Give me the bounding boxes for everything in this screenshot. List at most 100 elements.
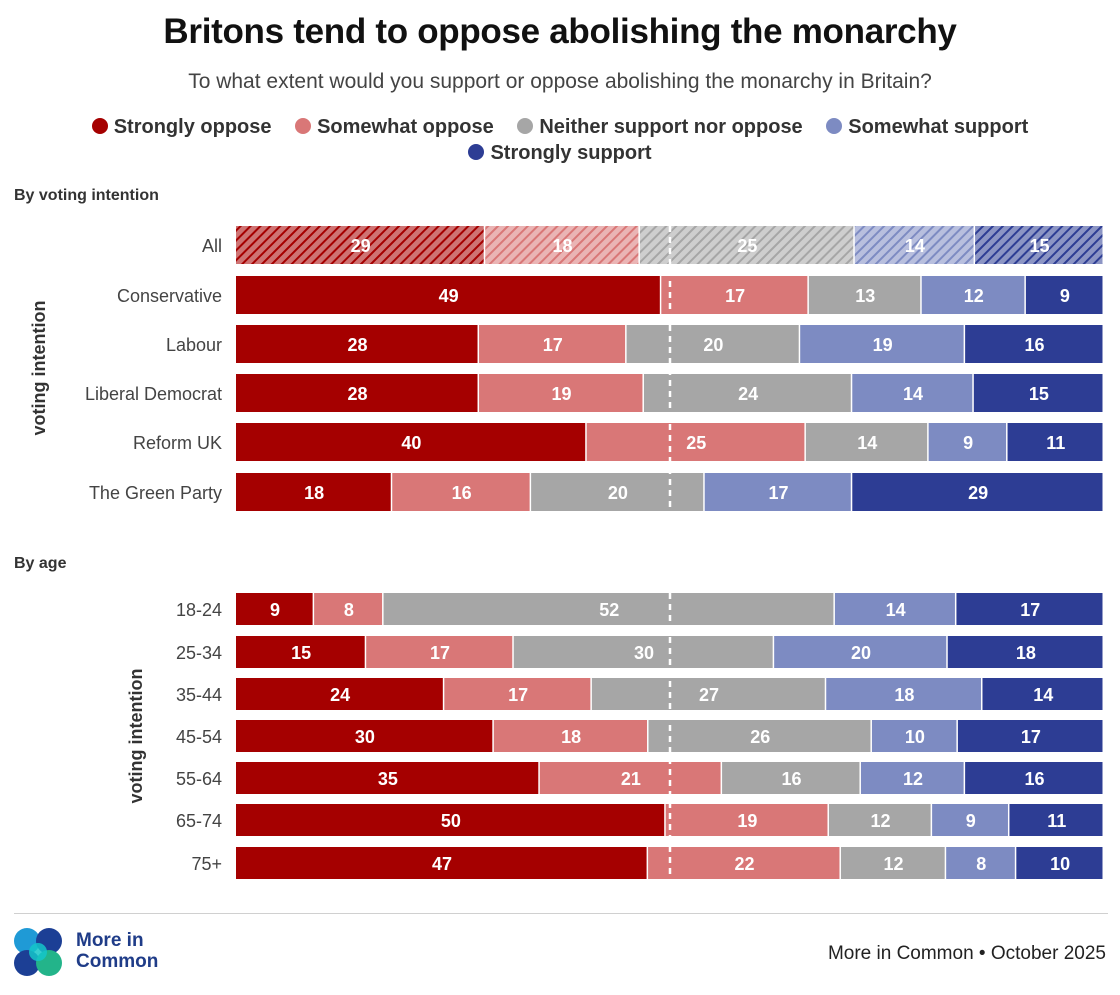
bar-segment xyxy=(586,423,805,461)
y-axis-label: voting intention xyxy=(126,669,146,804)
bar-segment xyxy=(236,678,443,710)
chart-title: Britons tend to oppose abolishing the mo… xyxy=(163,12,957,51)
data-label: 11 xyxy=(1046,433,1065,453)
legend-swatch xyxy=(91,118,108,134)
bar-segment xyxy=(236,804,665,836)
data-label: 16 xyxy=(782,769,802,789)
bar-segment xyxy=(826,678,981,710)
footer-divider xyxy=(14,913,1108,914)
data-label: 30 xyxy=(355,727,375,747)
data-label: 17 xyxy=(725,286,745,306)
bar-segment xyxy=(722,762,860,794)
bar-segment xyxy=(921,276,1025,314)
legend-label: Neither support nor oppose xyxy=(539,116,803,138)
data-label: 50 xyxy=(441,811,461,831)
row-label: 65-74 xyxy=(176,811,222,831)
legend-label: Strongly support xyxy=(490,142,652,164)
data-label: 18 xyxy=(553,236,573,256)
bar-segment xyxy=(383,593,834,625)
data-label: 20 xyxy=(851,643,871,663)
bar-segment xyxy=(366,636,513,668)
data-label: 24 xyxy=(738,384,758,404)
bar-segment xyxy=(834,593,955,625)
legend-swatch xyxy=(468,144,485,160)
source-credit: More in Common • October 2025 xyxy=(827,943,1106,964)
bar-segment xyxy=(591,678,825,710)
bar-segment xyxy=(665,804,828,836)
data-label: 9 xyxy=(270,600,280,620)
bar-segment xyxy=(236,847,647,879)
data-label: 28 xyxy=(348,384,368,404)
bar-segment xyxy=(639,226,854,264)
bar-segment xyxy=(626,325,799,363)
data-label: 20 xyxy=(703,335,723,355)
legend-item-strongly-support: Strongly support xyxy=(468,140,652,166)
bar-segment xyxy=(236,325,478,363)
data-label: 17 xyxy=(543,335,563,355)
data-label: 14 xyxy=(886,600,906,620)
bar-segment xyxy=(661,276,808,314)
logo-line-1: More in xyxy=(76,930,144,951)
section-label-voting: By voting intention xyxy=(14,187,159,204)
data-label: 18 xyxy=(304,483,324,503)
data-label: 24 xyxy=(330,685,350,705)
bar-segment xyxy=(975,226,1103,264)
row-label: Reform UK xyxy=(133,433,222,453)
row-label: 18-24 xyxy=(176,600,222,620)
bar-segment xyxy=(932,804,1008,836)
data-label: 19 xyxy=(737,811,757,831)
data-label: 9 xyxy=(1060,286,1070,306)
data-label: 9 xyxy=(966,811,976,831)
data-label: 25 xyxy=(737,236,757,256)
chart-subtitle: To what extent would you support or oppo… xyxy=(188,70,932,93)
legend-label: Strongly oppose xyxy=(113,116,272,138)
row-label: 55-64 xyxy=(176,769,222,789)
data-label: 18 xyxy=(561,727,581,747)
bar-segment xyxy=(479,374,643,412)
bar-segment xyxy=(236,636,365,668)
bar-segment xyxy=(946,847,1015,879)
data-label: 12 xyxy=(871,811,891,831)
bar-segment xyxy=(479,325,626,363)
legend-swatch xyxy=(517,118,534,134)
data-label: 8 xyxy=(976,854,986,874)
bar-segment xyxy=(965,325,1103,363)
bar-segment xyxy=(648,847,840,879)
data-label: 21 xyxy=(621,769,641,789)
bar-segment xyxy=(854,226,974,264)
bar-segment xyxy=(236,593,313,625)
bar-segment xyxy=(1016,847,1103,879)
bar-segment xyxy=(704,473,851,511)
row-label: 75+ xyxy=(191,854,222,874)
logo-wordmark: More in Common xyxy=(76,930,206,972)
legend: Strongly oppose Somewhat oppose Neither … xyxy=(40,114,1080,166)
data-label: 15 xyxy=(1030,236,1050,256)
row-label: 25-34 xyxy=(176,643,222,663)
data-label: 19 xyxy=(873,335,893,355)
bar-segment xyxy=(236,423,586,461)
data-label: 18 xyxy=(1016,643,1036,663)
data-label: 10 xyxy=(1050,854,1070,874)
data-label: 11 xyxy=(1047,811,1066,831)
bar-segment xyxy=(957,720,1103,752)
data-label: 16 xyxy=(452,483,472,503)
data-label: 28 xyxy=(348,335,368,355)
bar-segment xyxy=(956,593,1103,625)
data-label: 40 xyxy=(401,433,421,453)
row-label: 35-44 xyxy=(176,685,222,705)
data-label: 14 xyxy=(905,236,925,256)
row-label: Liberal Democrat xyxy=(85,384,222,404)
data-label: 12 xyxy=(884,854,904,874)
data-label: 49 xyxy=(439,286,459,306)
data-label: 10 xyxy=(905,727,925,747)
bar-segment xyxy=(840,847,945,879)
data-label: 26 xyxy=(750,727,770,747)
data-label: 30 xyxy=(634,643,654,663)
legend-swatch xyxy=(295,118,312,134)
data-label: 19 xyxy=(551,384,571,404)
legend-item-somewhat-support: Somewhat support xyxy=(826,114,1028,140)
data-label: 14 xyxy=(1033,685,1053,705)
data-label: 20 xyxy=(608,483,628,503)
bar-segment xyxy=(236,226,484,264)
